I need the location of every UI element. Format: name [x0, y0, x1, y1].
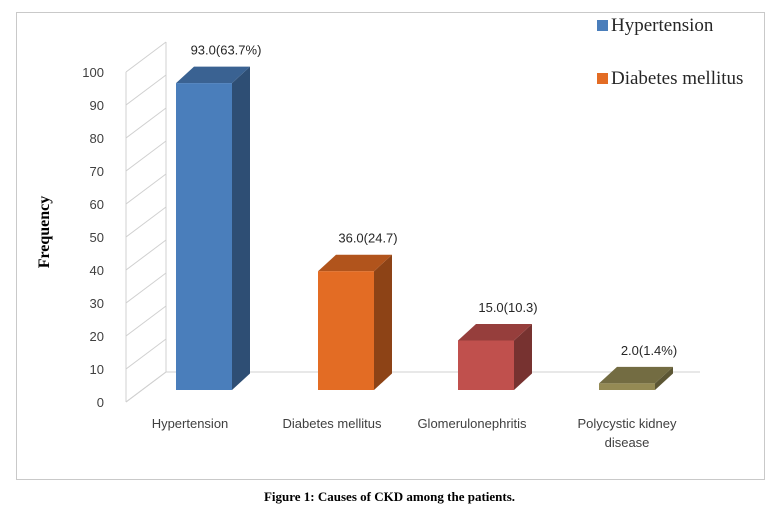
figure-caption: Figure 1: Causes of CKD among the patien… — [263, 489, 516, 504]
y-tick-line — [125, 140, 167, 172]
y-tick-label: 0 — [97, 395, 104, 410]
chart-frame — [16, 12, 765, 480]
axis-layer: 0 10 20 30 40 50 60 70 80 90 100 — [82, 41, 700, 410]
bar — [599, 366, 673, 390]
y-tick-line — [125, 272, 167, 304]
legend: Hypertension Diabetes mellitus — [597, 15, 743, 89]
y-tick-line — [125, 107, 167, 139]
bar-front-face — [458, 340, 514, 390]
legend-swatch — [597, 20, 608, 31]
y-tick-label: 50 — [90, 230, 104, 245]
bar-top-face — [458, 324, 532, 341]
category-label: Hypertension — [152, 416, 229, 431]
y-tick-label: 60 — [90, 197, 104, 212]
y-tick-line — [125, 305, 167, 337]
bar-front-face — [599, 383, 655, 390]
y-tick-label: 30 — [90, 296, 104, 311]
category-label: disease — [605, 435, 650, 450]
bar-front-face — [176, 83, 232, 390]
bar-top-face — [599, 366, 673, 384]
data-label: 36.0(24.7) — [338, 231, 397, 246]
y-tick-line — [125, 206, 167, 238]
y-tick-line — [125, 338, 167, 370]
bar-front-face — [318, 271, 374, 390]
legend-entry-label: Diabetes mellitus — [611, 68, 743, 89]
y-tick-label: 70 — [90, 164, 104, 179]
labels-layer: 93.0(63.7%) Hypertension 36.0(24.7) Diabete… — [152, 43, 677, 450]
bar-top-face — [318, 254, 392, 272]
data-label: 93.0(63.7%) — [191, 43, 262, 58]
category-label: Polycystic kidney — [578, 416, 677, 431]
y-tick-label: 10 — [90, 362, 104, 377]
y-tick-label: 40 — [90, 263, 104, 278]
y-tick-label: 20 — [90, 329, 104, 344]
bar-side-face — [232, 66, 250, 390]
bar-side-face — [514, 324, 532, 390]
legend-entry-label: Hypertension — [611, 15, 714, 36]
legend-swatch — [597, 73, 608, 84]
bar-side-face — [655, 366, 673, 390]
bar — [318, 254, 392, 390]
bars-layer — [176, 66, 673, 390]
bar — [176, 66, 250, 390]
bar — [458, 324, 532, 390]
y-tick-line — [125, 371, 167, 403]
data-label: 15.0(10.3) — [478, 300, 537, 315]
y-tick-line — [125, 239, 167, 271]
bar-chart: 0 10 20 30 40 50 60 70 80 90 100 93.0(63.7%) Hypert… — [36, 15, 743, 450]
y-tick-label: 100 — [82, 65, 104, 80]
y-tick-line — [125, 74, 167, 106]
bar-top-face — [176, 66, 250, 84]
bar-side-face — [374, 254, 392, 390]
y-tick-label: 90 — [90, 98, 104, 113]
category-label: Glomerulonephritis — [417, 416, 527, 431]
y-axis-label: Frequency — [36, 196, 53, 269]
y-tick-label: 80 — [90, 131, 104, 146]
category-label: Diabetes mellitus — [283, 416, 382, 431]
data-label: 2.0(1.4%) — [621, 343, 677, 358]
y-tick-line — [125, 173, 167, 205]
y-tick-line — [125, 41, 167, 73]
